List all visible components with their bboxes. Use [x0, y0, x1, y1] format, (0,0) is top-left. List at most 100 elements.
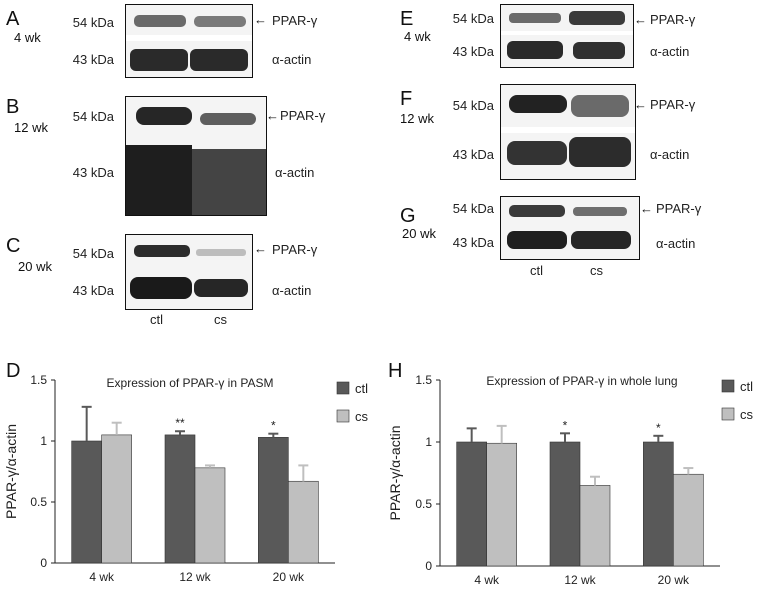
age-label-a: 4 wk	[14, 30, 41, 45]
western-blot-a	[125, 4, 253, 78]
band-label-actin-e: α-actin	[650, 44, 690, 59]
blot-bands-a	[126, 15, 252, 71]
legend-label: ctl	[355, 381, 368, 396]
y-tick-label: 0	[40, 556, 47, 570]
bar	[258, 437, 289, 564]
panel-letter-a: A	[6, 8, 20, 30]
bar	[643, 441, 674, 567]
blot-bands-c	[130, 245, 248, 299]
band-label-actin-f: α-actin	[650, 147, 690, 162]
y-tick-label: 0.5	[415, 497, 432, 511]
x-tick-label: 12 wk	[179, 570, 211, 584]
age-label-c: 20 wk	[18, 259, 52, 274]
panel-letter-c: C	[6, 235, 21, 257]
chart-title: Expression of PPAR-γ in whole lung	[486, 374, 677, 388]
legend-swatch	[721, 407, 735, 421]
panel-letter-d: D	[6, 360, 21, 382]
band-label-ppar-a: PPAR-γ	[272, 13, 318, 28]
bar-chart-pasm: 0 0.5 1 1.5 PPAR-γ/α-actin Expression of PPAR…	[3, 373, 369, 584]
significance-marker: *	[271, 419, 276, 433]
legend-label: cs	[355, 409, 369, 424]
band-label-actin-g: α-actin	[656, 236, 696, 251]
arrow-icon: ←	[254, 241, 267, 256]
marker-54-a: 54 kDa	[72, 15, 114, 30]
x-tick-label: 4 wk	[89, 570, 115, 584]
age-label-b: 12 wk	[14, 120, 48, 135]
western-blot-b	[125, 96, 267, 216]
y-axis-label: PPAR-γ/α-actin	[3, 424, 19, 519]
western-blot-f	[500, 84, 636, 180]
legend-label: cs	[740, 407, 754, 422]
panel-letter-g: G	[400, 205, 416, 227]
marker-43-e: 43 kDa	[452, 44, 494, 59]
panel-letter-b: B	[6, 96, 20, 118]
bar	[101, 434, 132, 564]
lane-label-ctl-left: ctl	[150, 312, 163, 327]
age-label-g: 20 wk	[402, 226, 436, 241]
age-label-e: 4 wk	[404, 29, 431, 44]
legend-swatch	[336, 409, 350, 423]
chart-title: Expression of PPAR-γ in PASM	[107, 376, 274, 390]
y-tick-label: 1	[425, 435, 432, 449]
bar	[194, 467, 226, 564]
lane-label-ctl-right: ctl	[530, 263, 543, 278]
panel-letter-h: H	[388, 360, 403, 382]
marker-43-b: 43 kDa	[72, 165, 114, 180]
arrow-icon: ←	[266, 108, 279, 123]
marker-54-e: 54 kDa	[452, 11, 494, 26]
marker-54-b: 54 kDa	[72, 109, 114, 124]
band-label-ppar-b: PPAR-γ	[280, 108, 326, 123]
panel-letter-e: E	[400, 8, 414, 30]
band-label-actin-c: α-actin	[272, 283, 312, 298]
marker-43-a: 43 kDa	[72, 52, 114, 67]
marker-54-c: 54 kDa	[72, 246, 114, 261]
bar-chart-whole-lung: 0 0.5 1 1.5 PPAR-γ/α-actin Expression of PPAR…	[387, 373, 754, 587]
marker-43-g: 43 kDa	[452, 235, 494, 250]
band-label-actin-b: α-actin	[275, 165, 315, 180]
y-tick-label: 0.5	[30, 495, 47, 509]
arrow-icon: ←	[634, 97, 647, 112]
blot-bands-e	[501, 11, 633, 59]
marker-43-f: 43 kDa	[452, 147, 494, 162]
marker-54-f: 54 kDa	[452, 98, 494, 113]
significance-marker: *	[563, 418, 568, 432]
panel-letter-f: F	[400, 88, 413, 110]
y-tick-label: 1.5	[30, 373, 47, 387]
arrow-icon: ←	[254, 12, 267, 27]
bar	[549, 441, 581, 567]
arrow-icon: ←	[640, 201, 653, 216]
significance-marker: *	[656, 421, 661, 435]
y-tick-label: 1	[40, 434, 47, 448]
legend-swatch	[336, 381, 350, 395]
lane-label-cs-right: cs	[590, 263, 603, 278]
arrow-icon: ←	[634, 12, 647, 27]
x-tick-label: 12 wk	[564, 573, 596, 587]
blot-bands-g	[507, 205, 631, 249]
band-label-ppar-c: PPAR-γ	[272, 242, 318, 257]
bar	[71, 440, 102, 564]
y-axis-label: PPAR-γ/α-actin	[387, 426, 403, 521]
blot-bands-b	[126, 107, 266, 215]
x-tick-label: 4 wk	[474, 573, 500, 587]
bar	[164, 434, 196, 564]
marker-43-c: 43 kDa	[72, 283, 114, 298]
bar	[456, 441, 487, 567]
bar	[288, 480, 319, 564]
y-tick-label: 1.5	[415, 373, 432, 387]
x-tick-label: 20 wk	[658, 573, 690, 587]
western-blot-c	[125, 234, 253, 310]
bar	[486, 442, 517, 567]
lane-label-cs-left: cs	[214, 312, 227, 327]
band-label-ppar-g: PPAR-γ	[656, 201, 702, 216]
legend-label: ctl	[740, 379, 753, 394]
bar	[579, 485, 611, 567]
significance-marker: **	[175, 416, 185, 430]
legend-swatch	[721, 379, 735, 393]
age-label-f: 12 wk	[400, 111, 434, 126]
blot-bands-f	[501, 95, 635, 167]
bar	[673, 473, 704, 567]
y-tick-label: 0	[425, 559, 432, 573]
band-label-ppar-e: PPAR-γ	[650, 12, 696, 27]
marker-54-g: 54 kDa	[452, 201, 494, 216]
band-label-ppar-f: PPAR-γ	[650, 97, 696, 112]
